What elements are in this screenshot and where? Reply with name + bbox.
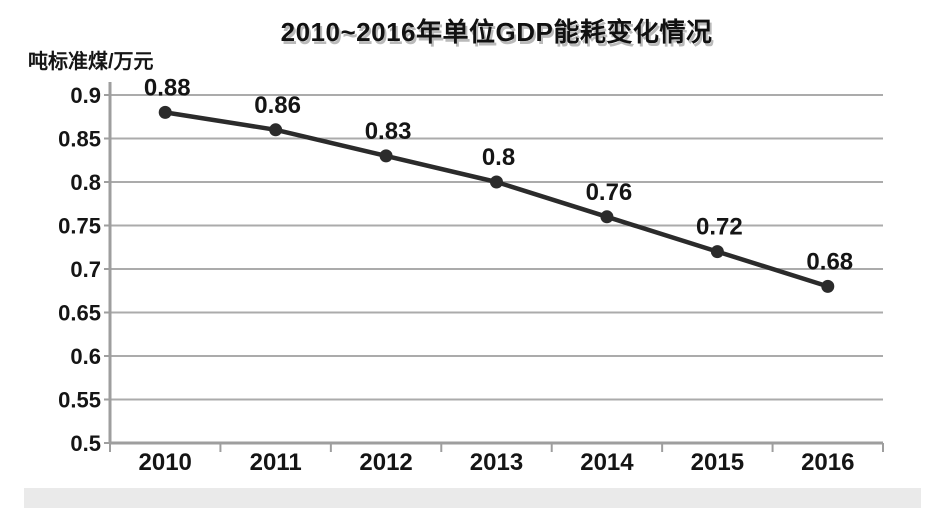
data-point-label: 0.76 bbox=[586, 179, 633, 206]
y-tick-label: 0.8 bbox=[70, 170, 101, 195]
y-tick-label: 0.6 bbox=[70, 344, 101, 369]
y-axis-unit-label: 吨标准煤/万元 bbox=[28, 51, 154, 73]
x-category-label: 2016 bbox=[801, 449, 854, 476]
data-point bbox=[490, 175, 503, 189]
y-tick-label: 0.5 bbox=[70, 431, 101, 456]
data-point bbox=[710, 245, 724, 259]
x-category-label: 2015 bbox=[691, 449, 744, 476]
data-point-label: 0.83 bbox=[365, 118, 412, 145]
x-category-label: 2014 bbox=[580, 449, 634, 476]
data-point bbox=[600, 210, 614, 224]
scan-artifact-strip bbox=[24, 488, 921, 508]
x-category-label: 2011 bbox=[250, 449, 302, 476]
y-tick-label: 0.65 bbox=[58, 301, 101, 326]
data-point bbox=[269, 123, 283, 137]
y-tick-label: 0.85 bbox=[58, 127, 101, 152]
data-point bbox=[158, 105, 172, 119]
y-tick-label: 0.75 bbox=[58, 214, 101, 239]
data-point bbox=[821, 279, 835, 293]
y-tick-label: 0.7 bbox=[70, 257, 101, 282]
data-point-label: 0.8 bbox=[482, 144, 515, 171]
data-point-label: 0.88 bbox=[144, 74, 191, 101]
data-point bbox=[379, 149, 393, 163]
data-point-label: 0.72 bbox=[696, 214, 743, 241]
data-point-label: 0.86 bbox=[254, 92, 301, 119]
x-category-label: 2012 bbox=[359, 449, 412, 476]
y-tick-label: 0.9 bbox=[70, 83, 101, 108]
chart-title: 2010~2016年单位GDP能耗变化情况 bbox=[280, 17, 713, 47]
data-point-label: 0.68 bbox=[806, 248, 853, 275]
x-category-label: 2010 bbox=[139, 449, 192, 476]
y-tick-label: 0.55 bbox=[58, 388, 101, 413]
x-category-label: 2013 bbox=[470, 449, 523, 476]
